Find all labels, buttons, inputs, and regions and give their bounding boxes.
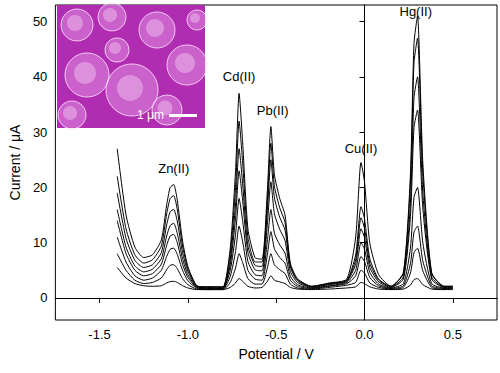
svg-text:Potential / V: Potential / V [238, 346, 314, 362]
svg-text:Cu(II): Cu(II) [345, 141, 378, 156]
svg-text:30: 30 [33, 125, 47, 140]
svg-text:Pb(II): Pb(II) [257, 103, 289, 118]
svg-text:-1.0: -1.0 [177, 327, 199, 342]
svg-text:50: 50 [33, 14, 47, 29]
svg-text:Zn(II): Zn(II) [158, 161, 189, 176]
svg-text:-1.5: -1.5 [88, 327, 110, 342]
svg-text:-0.5: -0.5 [265, 327, 287, 342]
svg-text:0.0: 0.0 [355, 327, 373, 342]
svg-text:Cd(II): Cd(II) [223, 69, 256, 84]
svg-text:Hg(II): Hg(II) [399, 4, 432, 19]
svg-text:1 μm: 1 μm [137, 108, 164, 122]
svg-text:20: 20 [33, 180, 47, 195]
svg-text:40: 40 [33, 69, 47, 84]
svg-text:Current / μA: Current / μA [7, 124, 23, 200]
svg-text:10: 10 [33, 235, 47, 250]
svg-text:0.5: 0.5 [444, 327, 462, 342]
svg-text:0: 0 [40, 290, 47, 305]
